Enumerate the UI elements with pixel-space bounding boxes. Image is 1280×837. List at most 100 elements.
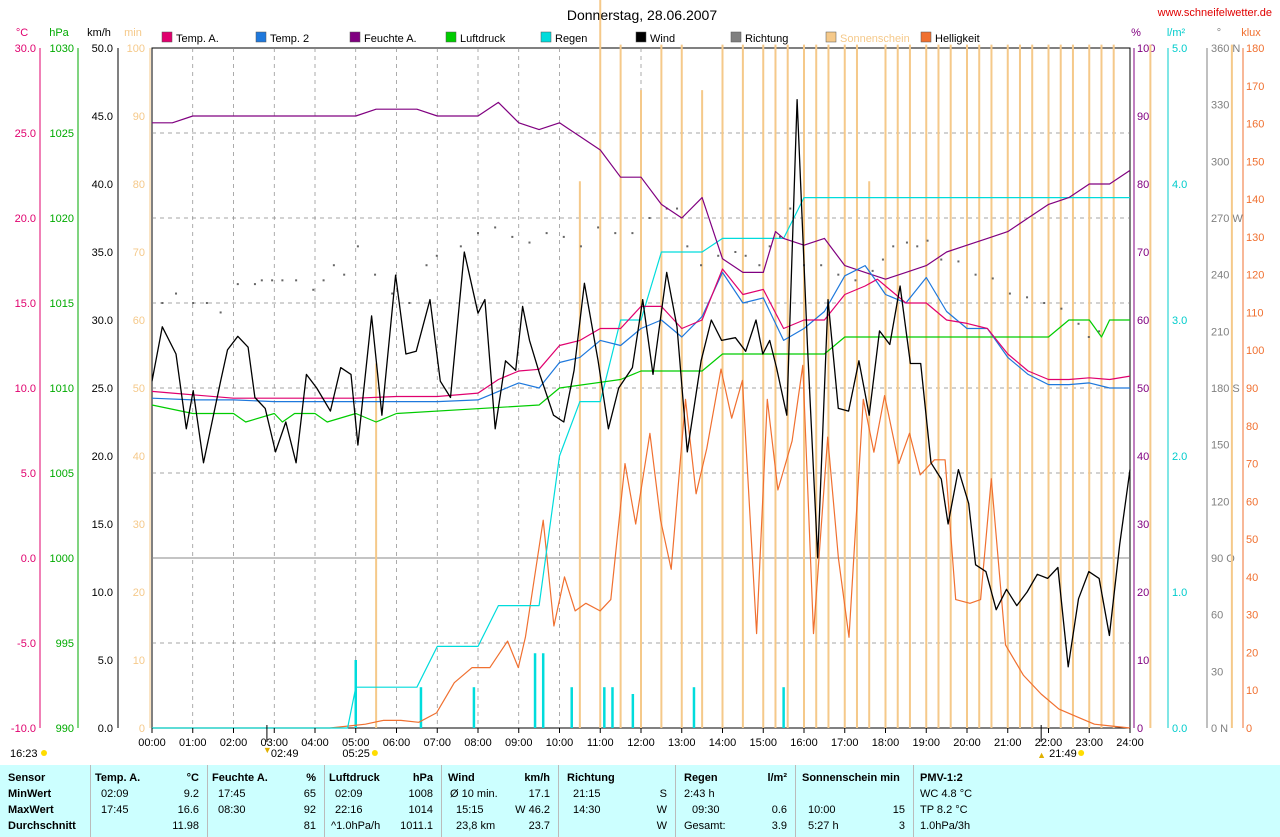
direction-dot (926, 239, 929, 242)
stats-time: 08:30 (218, 804, 246, 816)
direction-dot (253, 283, 256, 286)
tick-label: 40 (1137, 451, 1149, 463)
stats-unit-humidity: % (306, 772, 316, 784)
tick-label: -5.0 (17, 638, 36, 650)
direction-dot (991, 277, 994, 280)
tick-label: 80 (1246, 421, 1258, 433)
tick-label: 30.0 (15, 43, 36, 55)
x-tick-label: 24:00 (1116, 737, 1144, 749)
sun-moon-marks: 16:23 ▼ 02:49 05:25 ▲ 21:49 (10, 725, 1085, 760)
tick-label: 70 (1246, 459, 1258, 471)
tick-label: 35.0 (92, 247, 113, 259)
stats-col-sensor: Sensor MinWert MaxWert Durchschnitt (0, 765, 90, 837)
tick-label: 60 (133, 315, 145, 327)
x-tick-label: 10:00 (546, 737, 574, 749)
stats-header-humidity: Feuchte A. (212, 772, 268, 784)
tick-label: 20 (1246, 647, 1258, 659)
tick-label: 60 (1246, 496, 1258, 508)
stats-header-pmv: PMV-1:2 (920, 772, 963, 784)
direction-dot (717, 254, 720, 257)
direction-dot (494, 226, 497, 229)
axis-unit: klux (1241, 27, 1261, 39)
direction-dot (356, 245, 359, 248)
x-tick-label: 17:00 (831, 737, 859, 749)
stats-time: ^1.0hPa/h (331, 820, 381, 832)
x-tick-label: 01:00 (179, 737, 207, 749)
tick-label: 270 W (1211, 213, 1243, 225)
site-link[interactable]: www.schneifelwetter.de (1157, 7, 1272, 19)
direction-dot (205, 302, 208, 304)
tick-label: 20.0 (92, 451, 113, 463)
stats-value: 1008 (408, 788, 433, 800)
legend-swatch (540, 31, 552, 43)
x-tick-label: 16:00 (790, 737, 818, 749)
direction-dot (161, 302, 164, 304)
legend-label: Helligkeit (935, 33, 980, 45)
stats-col-pressure: Luftdruck hPa 02:09 1008 22:16 1014 ^1.0hPa… (324, 765, 441, 837)
tick-label: 10 (1246, 685, 1258, 697)
tick-label: 2.0 (1172, 451, 1187, 463)
legend-swatch (825, 31, 837, 43)
tick-label: 180 (1246, 43, 1264, 55)
x-tick-label: 11:00 (587, 737, 614, 749)
stats-col-direction: Richtung 21:15 S 14:30 W W (558, 765, 675, 837)
direction-dot (1060, 307, 1063, 310)
direction-dot (676, 207, 679, 210)
direction-dot (916, 245, 919, 248)
tick-label: 990 (56, 723, 74, 735)
tick-label: 90 (1246, 383, 1258, 395)
direction-dot (175, 292, 178, 295)
tick-label: 210 (1211, 326, 1229, 338)
weather-chart: Donnerstag, 28.06.2007 www.schneifelwett… (10, 0, 1272, 760)
tick-label: 60 (1211, 610, 1223, 622)
series-line-temp-a- (151, 268, 1131, 399)
stats-time: 5:27 h (808, 820, 839, 832)
x-tick-label: 00:00 (138, 737, 166, 749)
direction-dot (545, 232, 548, 235)
tick-label: 20.0 (15, 213, 36, 225)
tick-label: 50 (133, 383, 145, 395)
direction-dot (1043, 302, 1046, 304)
moonrise-icon: ▲ (1037, 750, 1046, 760)
stats-time: 21:15 (573, 788, 601, 800)
tick-label: 100 (127, 43, 145, 55)
stats-header-temp: Temp. A. (95, 772, 141, 784)
direction-dot (974, 273, 977, 276)
stats-col-humidity: Feuchte A.% 17:45 65 08:30 92 81 (207, 765, 324, 837)
direction-dot (343, 273, 346, 276)
tick-label: 120 (1246, 270, 1264, 282)
tick-label: 30 (1211, 666, 1223, 678)
tick-label: 15.0 (92, 519, 113, 531)
tick-label: 30 (1246, 610, 1258, 622)
direction-dot (744, 254, 747, 257)
tick-label: 15.0 (15, 298, 36, 310)
x-tick-label: 19:00 (912, 737, 940, 749)
legend-label: Feuchte A. (364, 33, 417, 45)
direction-dot (837, 273, 840, 276)
stats-unit-pressure: hPa (412, 772, 433, 784)
stats-row-label: MinWert (8, 788, 52, 800)
tick-label: 40.0 (92, 179, 113, 191)
tick-label: 90 O (1211, 553, 1235, 565)
legend-swatch (255, 31, 267, 43)
direction-dot (820, 264, 823, 267)
tick-label: 0 N (1211, 723, 1228, 735)
series-line-feuchte-a- (152, 101, 1131, 280)
tick-label: 25.0 (15, 128, 36, 140)
x-tick-label: 08:00 (464, 737, 492, 749)
tick-label: 30 (133, 519, 145, 531)
tick-label: 0.0 (1172, 723, 1187, 735)
x-tick-label: 02:00 (220, 737, 248, 749)
legend-swatch (635, 31, 647, 43)
direction-dot (758, 264, 761, 267)
tick-label: 1000 (50, 553, 74, 565)
stats-value: 81 (303, 820, 316, 832)
stats-value: S (659, 788, 667, 800)
tick-label: 70 (1137, 247, 1149, 259)
axis-unit: % (1131, 27, 1141, 39)
tick-label: 90 (133, 111, 145, 123)
tick-label: 30 (1137, 519, 1149, 531)
moonrise-time: 21:49 (1049, 748, 1077, 760)
stats-row-label: MaxWert (8, 804, 54, 816)
stats-value: 1.0hPa/3h (920, 820, 971, 832)
